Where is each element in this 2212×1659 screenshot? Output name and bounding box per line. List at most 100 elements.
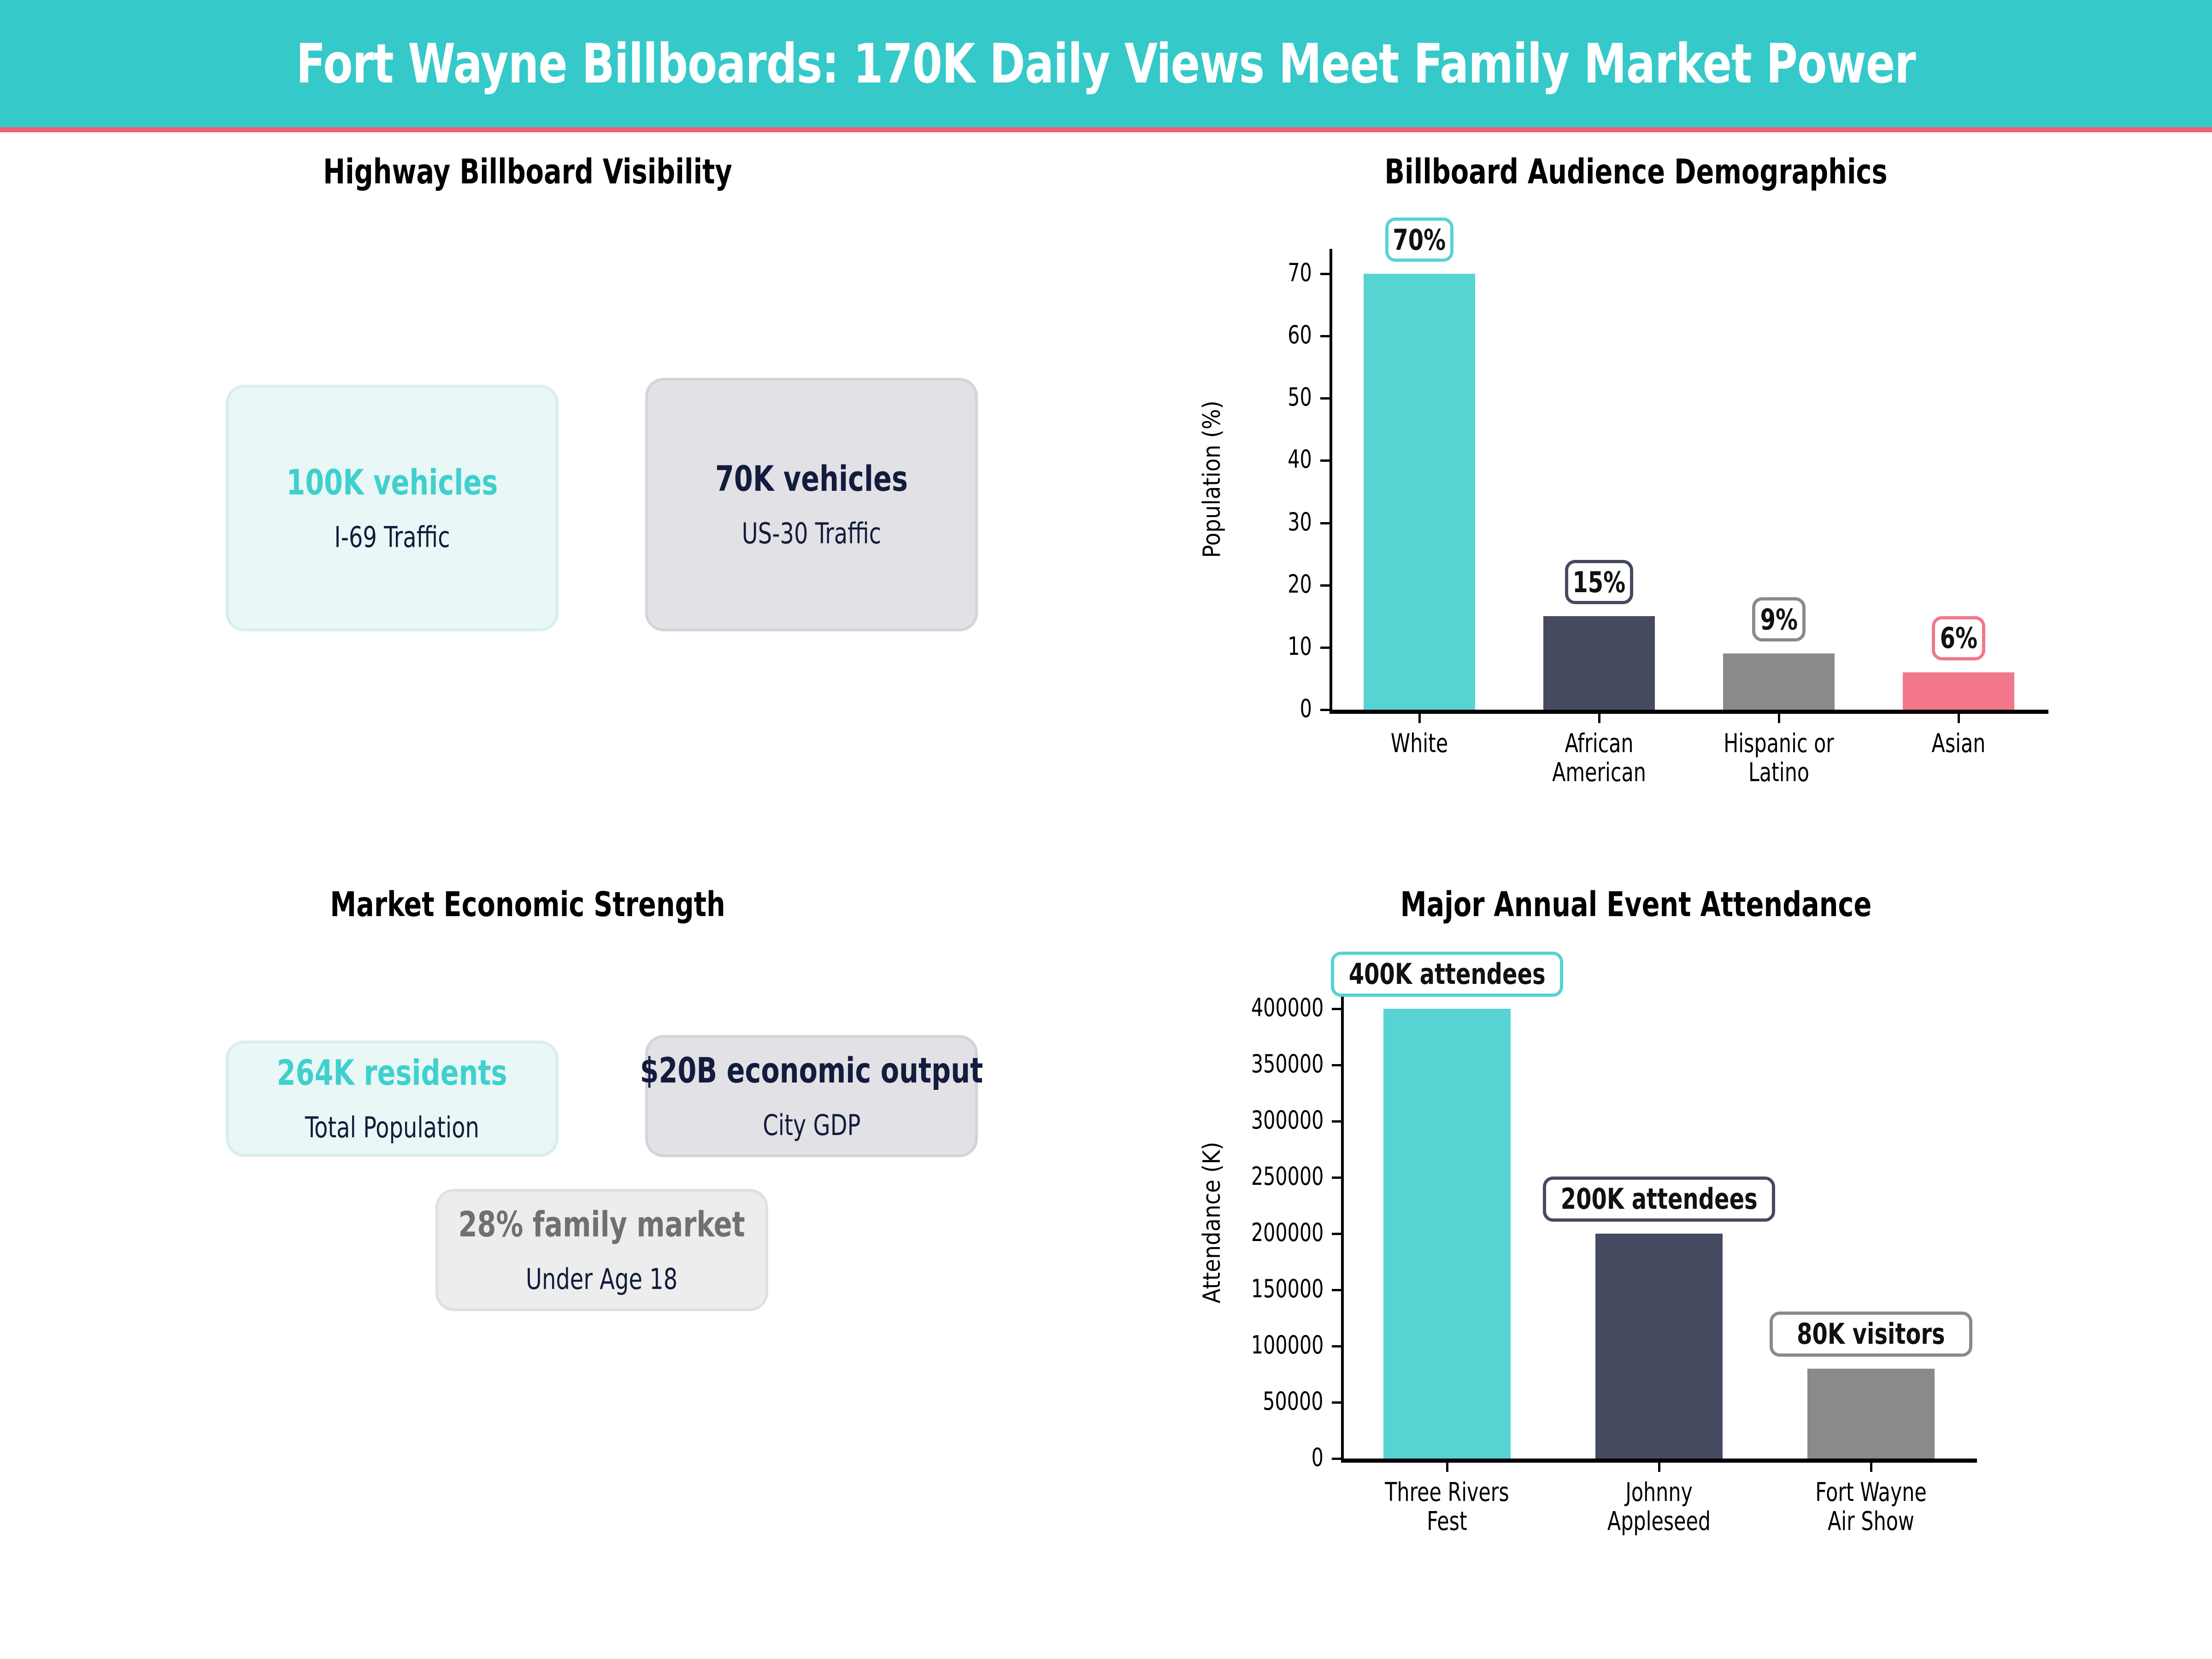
x-tick-label: Fort Wayne Air Show [1781,1478,1961,1536]
x-tick-label-line: Fest [1427,1506,1467,1537]
x-axis-line [1330,710,2048,714]
y-tick-mark [1332,1288,1341,1291]
y-tick-label: 40 [1288,445,1312,474]
y-tick-mark [1332,1401,1341,1404]
y-axis-line [1330,249,1332,710]
y-tick-label: 200000 [1251,1218,1324,1247]
x-tick-mark [1598,714,1600,723]
bar-value-annotation: 400K attendees [1331,951,1563,997]
x-tick-label-line: Air Show [1828,1506,1914,1537]
bar [1383,1008,1511,1459]
y-tick-mark [1320,397,1330,400]
chart-audience-demographics: 0 10 20 30 40 50 60 70 Population (%) 70% White 15%… [1060,203,2212,848]
panel-title-economy: Market Economic Strength [330,885,725,924]
y-tick-label: 150000 [1251,1274,1324,1303]
x-tick-label-line: Three Rivers [1385,1477,1509,1507]
y-tick-mark [1332,1458,1341,1460]
y-tick-label: 60 [1288,320,1312,350]
bar [1364,274,1475,710]
y-tick-mark [1320,522,1330,524]
bar-value-annotation-text: 15% [1572,565,1626,599]
y-tick-label: 0 [1300,694,1312,723]
y-tick-label: 100000 [1251,1330,1324,1359]
x-tick-label: African American [1523,729,1676,788]
y-axis-title: Population (%) [1198,400,1226,558]
x-tick-mark [1958,714,1960,723]
kpi-value: 264K residents [277,1052,507,1093]
y-tick-label: 0 [1311,1443,1324,1472]
bar-value-annotation-text: 80K visitors [1797,1317,1945,1351]
kpi-label: Total Population [305,1111,480,1144]
x-tick-mark [1446,1463,1448,1472]
bar-value-annotation-text: 9% [1760,602,1798,636]
kpi-label: I-69 Traffic [334,520,450,554]
y-tick-mark [1320,584,1330,587]
bar-value-annotation: 80K visitors [1770,1311,1972,1357]
x-tick-mark [1418,714,1421,723]
kpi-card-i69-traffic: 100K vehicles I-69 Traffic [226,385,559,631]
y-tick-label: 400000 [1251,993,1324,1022]
kpi-label: City GDP [762,1108,861,1142]
y-tick-mark [1332,1176,1341,1179]
y-tick-label: 50 [1288,382,1312,412]
panel-title-highway: Highway Billboard Visibility [323,152,732,192]
y-tick-mark [1332,1232,1341,1235]
bar [1595,1233,1723,1459]
bar [1543,616,1655,710]
x-tick-label-line: Latino [1748,758,1810,788]
x-tick-label-line: Asian [1931,729,1986,759]
bar-value-annotation: 15% [1565,560,1633,605]
bar-value-annotation: 9% [1752,597,1806,642]
x-tick-label-line: American [1552,758,1646,788]
panel-highway-visibility: Highway Billboard Visibility 100K vehicl… [0,152,1055,871]
panel-title-events: Major Annual Event Attendance [1400,885,1872,924]
y-tick-mark [1332,1064,1341,1066]
y-tick-mark [1320,459,1330,462]
x-tick-label: White [1343,729,1496,759]
bar-value-annotation: 70% [1385,218,1453,262]
y-tick-mark [1320,646,1330,649]
y-tick-label: 300000 [1251,1105,1324,1135]
kpi-card-family-market: 28% family market Under Age 18 [435,1189,768,1311]
kpi-label: US-30 Traffic [741,517,882,550]
kpi-value: 70K vehicles [715,458,908,499]
y-axis-title: Attendance (K) [1198,1141,1226,1303]
x-axis-line [1341,1459,1977,1463]
kpi-value: $20B economic output [640,1049,983,1091]
panel-title-demographics: Billboard Audience Demographics [1384,152,1888,192]
x-tick-mark [1778,714,1780,723]
x-tick-label: Three Rivers Fest [1357,1478,1537,1536]
x-tick-mark [1658,1463,1660,1472]
y-tick-mark [1332,1120,1341,1123]
kpi-card-city-gdp: $20B economic output City GDP [640,1035,983,1157]
x-tick-label-line: Appleseed [1607,1506,1711,1537]
y-tick-label: 20 [1288,569,1312,599]
bar-value-annotation-text: 6% [1940,621,1977,655]
page-title: Fort Wayne Billboards: 170K Daily Views … [296,32,1916,95]
y-tick-label: 30 [1288,507,1312,536]
x-tick-label: Johnny Appleseed [1569,1478,1749,1536]
x-tick-label: Hispanic or Latino [1702,729,1855,788]
bar [1723,653,1835,710]
bar-value-annotation-text: 70% [1393,223,1446,257]
y-tick-mark [1320,273,1330,276]
x-tick-label-line: White [1390,729,1448,759]
kpi-value: 28% family market [458,1203,746,1245]
x-tick-label-line: African [1565,729,1634,759]
panel-market-economic-strength: Market Economic Strength 264K residents … [0,885,1055,1645]
kpi-label: Under Age 18 [526,1262,678,1296]
panel-event-attendance: Major Annual Event Attendance 0 50000 1000… [1060,885,2212,1645]
bar-value-annotation-text: 400K attendees [1348,957,1546,991]
y-tick-mark [1332,1345,1341,1347]
x-tick-label-line: Johnny [1625,1477,1693,1507]
y-tick-label: 50000 [1263,1386,1324,1416]
y-tick-label: 10 [1288,631,1312,661]
y-tick-label: 250000 [1251,1161,1324,1191]
y-axis-line [1341,986,1344,1459]
y-tick-mark [1320,335,1330,338]
y-tick-label: 70 [1288,258,1312,288]
kpi-value: 100K vehicles [286,461,498,503]
y-tick-mark [1320,709,1330,711]
bar [1903,672,2014,710]
header-accent-rule [0,127,2212,132]
